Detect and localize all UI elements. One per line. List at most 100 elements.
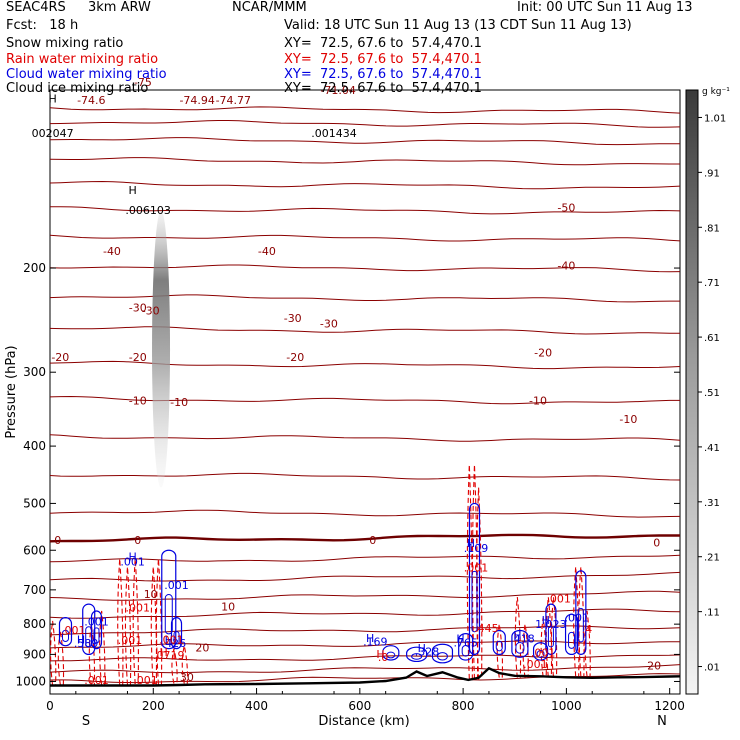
x-tick-label: 1000 — [551, 699, 582, 713]
isotherm-label: -75 — [134, 76, 152, 89]
isotherm-label: 0 — [134, 534, 141, 547]
extremum-label: .001 — [118, 634, 143, 647]
cloud-ice-field-name: Cloud ice mixing ratio — [6, 81, 149, 96]
isotherm-label: -10 — [129, 395, 147, 408]
isotherm-label: -10 — [529, 395, 547, 408]
x-tick-label: 200 — [142, 699, 165, 713]
extremum-label: H — [77, 633, 85, 646]
extremum-label: H — [366, 632, 374, 645]
extremum-label: .001 — [164, 579, 189, 592]
extremum-label: .001 — [120, 556, 145, 569]
cloud-water-contour — [161, 549, 177, 650]
cloud-water-contour — [61, 629, 69, 642]
x-tick-label: 0 — [46, 699, 54, 713]
isotherm-label: 10 — [144, 588, 158, 601]
y-tick-label: 600 — [23, 543, 46, 557]
y-tick-label: 500 — [23, 496, 46, 510]
rain-contour — [88, 624, 96, 686]
extremum-label: .001 — [564, 612, 589, 625]
cloud-water-contour — [436, 652, 448, 661]
x-tick-label: 800 — [452, 699, 475, 713]
isotherm-label: 20 — [195, 641, 209, 654]
extremum-label: H — [513, 629, 521, 642]
rain-contour — [181, 645, 188, 684]
cloud-water-contour — [461, 645, 470, 657]
isotherm-line — [50, 106, 680, 114]
isotherm-label: -74.6 — [77, 94, 105, 107]
y-tick-label: 800 — [23, 617, 46, 631]
isotherm-label: 10 — [221, 601, 235, 614]
rain-contour — [471, 464, 479, 679]
extremum-label: H — [418, 642, 426, 655]
colorbar-label: .01 — [704, 663, 720, 674]
rain-field-xy: XY= 72.5, 67.6 to 57.4,470.1 — [284, 52, 482, 67]
isotherm-line — [50, 326, 680, 335]
cloud-water-contour — [82, 603, 96, 656]
extremum-label: .169 — [363, 636, 388, 649]
cloud-water-contour — [382, 645, 400, 661]
isotherm-label: 30 — [180, 671, 194, 684]
isotherm-line — [50, 608, 680, 619]
isotherm-label: -71.04 — [320, 84, 355, 97]
extremum-label: .001 — [84, 674, 109, 687]
extremum-label: .001 — [84, 616, 109, 629]
cloud-water-contour — [386, 651, 396, 659]
extremum-label: .426 — [162, 637, 187, 650]
snow-plume — [152, 210, 171, 488]
extremum-label: H — [128, 551, 136, 564]
zero-isotherm — [50, 533, 680, 543]
isotherm-line — [50, 625, 680, 636]
colorbar-label: .51 — [704, 388, 720, 399]
rain-contour — [514, 597, 522, 678]
isotherm-label: -30 — [129, 301, 147, 314]
cloud-water-contour — [545, 603, 557, 656]
cloud-water-contour — [406, 646, 428, 663]
isotherm-line — [50, 590, 680, 601]
cloud-water-contour — [170, 617, 183, 650]
south-label: S — [82, 714, 90, 729]
cloud-water-contour — [173, 631, 180, 645]
extremum-label: .006103 — [125, 204, 171, 217]
isotherm-line — [50, 509, 680, 518]
isotherm-label: -10 — [170, 396, 188, 409]
colorbar-label: 1.01 — [704, 113, 726, 124]
cloud-water-contour — [93, 627, 100, 644]
isotherm-line — [50, 157, 680, 166]
isotherm-line — [50, 206, 680, 215]
extremum-label: .589 — [74, 637, 99, 650]
isotherm-label: -74.77 — [216, 94, 251, 107]
extremum-label: H — [128, 184, 136, 197]
isotherm-label: 20 — [647, 660, 661, 673]
extremum-label: .4 — [582, 623, 593, 636]
isotherm-label: -20 — [129, 351, 147, 364]
isotherm-line — [50, 120, 680, 128]
valid-time: Valid: 18 UTC Sun 11 Aug 13 (13 CDT Sun … — [284, 18, 632, 33]
isotherm-label: -30 — [284, 312, 302, 325]
y-tick-label: 200 — [23, 261, 46, 275]
plot-frame — [49, 89, 681, 695]
isotherm-label: -50 — [557, 201, 575, 214]
experiment-label: SEAC4RS — [6, 0, 66, 15]
isotherm-label: -40 — [258, 245, 276, 258]
y-tick-label: 900 — [23, 647, 46, 661]
terrain-line — [50, 666, 681, 687]
y-tick-label: 700 — [23, 583, 46, 597]
extremum-label: .109 — [464, 542, 489, 555]
y-tick-label: 1000 — [15, 674, 46, 688]
extremum-label: .765 — [453, 636, 478, 649]
cloud-water-contour — [58, 617, 73, 647]
cloud-water-contour — [511, 629, 529, 658]
isotherm-label: 0 — [369, 534, 376, 547]
extremum-label: H — [376, 648, 384, 661]
x-tick-label: 400 — [245, 699, 268, 713]
cloud-water-contour — [411, 653, 423, 660]
colorbar-label: .41 — [704, 443, 720, 454]
north-label: N — [657, 714, 667, 729]
cloud-water-contour — [458, 633, 474, 661]
model-label: 3km ARW — [88, 0, 151, 15]
rain-contour — [578, 566, 585, 677]
x-tick-label: 1200 — [654, 699, 685, 713]
cloud-water-contour — [164, 594, 173, 635]
rain-field-name: Rain water mixing ratio — [6, 52, 159, 67]
